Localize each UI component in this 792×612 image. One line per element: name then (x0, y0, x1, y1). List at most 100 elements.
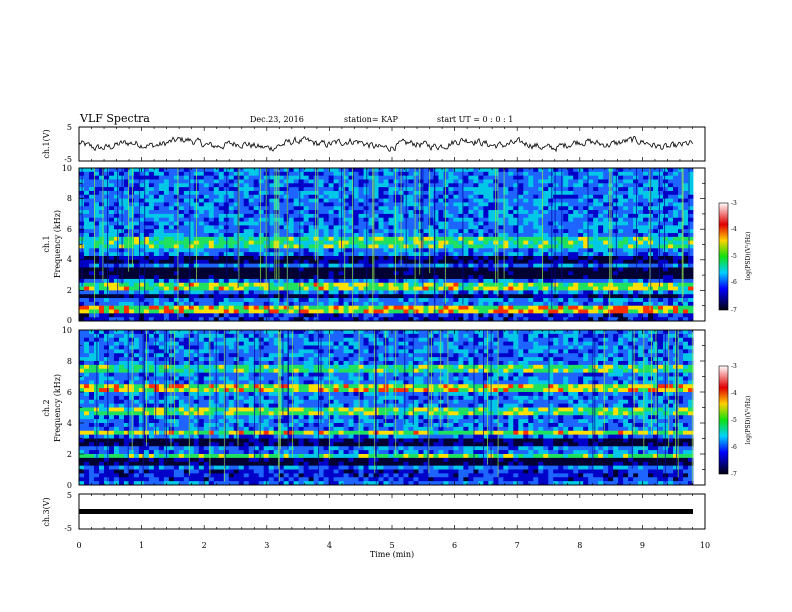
spectrogram-cell (368, 294, 374, 299)
spectrogram-cell (658, 252, 664, 257)
spectrogram-cell (418, 298, 424, 303)
spectrogram-cell (678, 210, 684, 215)
spectrogram-cell (563, 217, 569, 222)
spectrogram-cell (308, 278, 315, 284)
spectrogram-cell (253, 267, 260, 272)
spectrogram-cell (658, 255, 664, 261)
spectrogram-cell (643, 282, 649, 287)
spectrogram-cell (273, 301, 280, 307)
spectrogram-cell (123, 175, 130, 180)
spectrogram-cell (148, 244, 155, 249)
spectrogram-cell (198, 240, 205, 245)
spectrogram-cell (323, 202, 329, 207)
spectrogram-cell (483, 255, 489, 261)
spectrogram-cell (643, 278, 649, 284)
spectrogram-cell (243, 267, 250, 272)
spectrogram-cell (598, 168, 604, 173)
spectrogram-cell (333, 294, 339, 299)
spectrogram-cell (273, 286, 280, 291)
spectrogram-cell (168, 168, 175, 173)
spectrogram-cell (463, 259, 469, 265)
spectrogram-cell (508, 271, 514, 276)
spectrogram-cell (653, 244, 659, 249)
spectrogram-cell (348, 240, 354, 245)
spectrogram-cell (473, 317, 479, 322)
spectrogram-cell (178, 248, 185, 253)
spectrogram-cell (388, 290, 394, 295)
spectrogram-cell (388, 305, 394, 310)
spectrogram-cell (193, 286, 200, 291)
spectrogram-cell (458, 171, 464, 177)
spectrogram-cell (513, 294, 519, 299)
spectrogram-cell (278, 263, 285, 268)
spectrogram-cell (108, 187, 115, 192)
spectrogram-cell (663, 267, 669, 272)
spectrogram-cell (183, 217, 190, 222)
spectrogram-cell (438, 198, 444, 203)
spectrogram-cell (538, 255, 544, 261)
spectrogram-cell (483, 248, 489, 253)
spectrogram-cell (163, 221, 170, 226)
spectrogram-cell (573, 263, 579, 268)
spectrogram-cell (423, 282, 429, 287)
spectrogram-cell (483, 275, 489, 280)
spectrogram-cell (613, 221, 619, 226)
spectrogram-cell (513, 229, 519, 234)
spectrogram-cell (208, 190, 215, 196)
spectrogram-cell (413, 267, 419, 272)
spectrogram-cell (568, 271, 574, 276)
ch1-spectrogram-panel: 10 8 6 4 2 0 ch.1 Frequency (kHz) (42, 164, 706, 325)
spectrogram-cell (383, 179, 389, 184)
spectrogram-cell (308, 244, 315, 249)
spectrogram-cell (568, 267, 574, 272)
spectrogram-cell (118, 255, 125, 261)
spectrogram-cell (568, 213, 574, 219)
spectrogram-cell (503, 198, 509, 203)
spectrogram-cell (488, 278, 494, 284)
spectrogram-cell (628, 240, 634, 245)
spectrogram-cell (598, 190, 604, 196)
spectrogram-cell (243, 217, 250, 222)
spectrogram-cell (298, 305, 305, 310)
spectrogram-cell (103, 210, 110, 215)
spectrogram-cell (683, 309, 689, 314)
spectrogram-cell (553, 301, 559, 307)
spectrogram-cell (303, 294, 310, 299)
spectrogram-cell (328, 286, 334, 291)
spectrogram-cell (328, 313, 334, 318)
spectrogram-cell (238, 267, 245, 272)
spectrogram-cell (468, 255, 474, 261)
spectrogram-cell (688, 271, 694, 276)
spectrogram-cell (653, 210, 659, 215)
spectrogram-cell (633, 305, 639, 310)
spectrogram-cell (293, 278, 300, 284)
spectrogram-cell (118, 229, 125, 234)
spectrogram-cell (353, 183, 359, 188)
spectrogram-cell (423, 259, 429, 265)
spectrogram-cell (168, 175, 175, 180)
spectrogram-cell (463, 206, 469, 211)
spectrogram-cell (573, 282, 579, 287)
spectrogram-cell (453, 244, 459, 249)
spectrogram-cell (553, 259, 559, 265)
spectrogram-cell (293, 225, 300, 230)
spectrogram-cell (198, 255, 205, 261)
spectrogram-cell (323, 252, 329, 257)
spectrogram-cell (643, 229, 649, 234)
spectrogram-cell (618, 301, 624, 307)
spectrogram-cell (268, 206, 275, 211)
spectrogram-cell (138, 282, 145, 287)
spectrogram-cell (368, 221, 374, 226)
spectrogram-cell (318, 248, 324, 253)
spectrogram-cell (303, 263, 310, 268)
spectrogram-cell (513, 263, 519, 268)
spectrogram-cell (208, 244, 215, 249)
spectrogram-cell (438, 259, 444, 265)
spectrogram-cell (428, 171, 434, 177)
spectrogram-cell (253, 233, 260, 238)
spectrogram-cell (83, 252, 90, 257)
spectrogram-cell (488, 271, 494, 276)
spectrogram-cell (388, 202, 394, 207)
spectrogram-cell (613, 168, 619, 173)
spectrogram-cell (138, 190, 145, 196)
